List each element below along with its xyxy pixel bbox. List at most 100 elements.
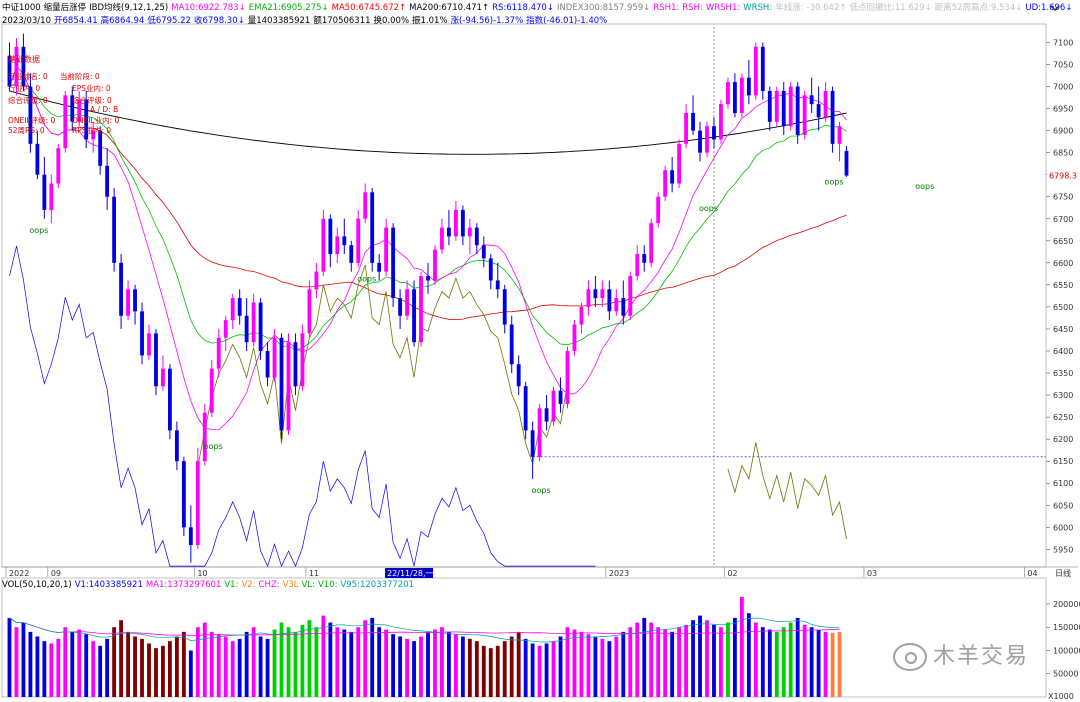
price-tick-label-14: 6650: [1053, 237, 1073, 246]
candle-body-24: [174, 430, 179, 462]
info-panel-line-5: 综合评级: 0: [72, 95, 112, 105]
candle-body-55: [391, 227, 396, 299]
volume-bar-55: [391, 634, 396, 697]
x-tick-label-3: 11: [309, 569, 319, 578]
vol-unit-label: X1000: [1048, 692, 1074, 701]
x-tick-label-6: 03: [867, 569, 877, 578]
volume-bar-111: [781, 627, 786, 697]
vol-value-3: V1:: [224, 580, 239, 590]
volume-bar-48: [342, 629, 347, 697]
price-tick-label-3: 6100: [1053, 479, 1073, 488]
price-tick-label-18: 6850: [1053, 149, 1073, 158]
volume-bar-72: [509, 636, 514, 697]
header-value-3: MA10:6922.783↓: [171, 3, 246, 13]
header-value-14: -30.642↑: [806, 3, 847, 13]
header-value-2: IBD均线(9,12,1,25): [89, 3, 169, 13]
candle-body-47: [335, 236, 340, 255]
candle-body-92: [649, 223, 654, 263]
candle-body-87: [614, 298, 619, 312]
candle-body-26: [188, 527, 193, 545]
header-value-6: MA200:6710.471↑: [409, 3, 490, 13]
volume-bar-26: [188, 650, 193, 697]
volume-bar-89: [628, 627, 633, 697]
volume-bar-45: [321, 615, 326, 697]
volume-bar-90: [635, 622, 640, 697]
candle-body-8: [63, 95, 68, 149]
candle-body-22: [161, 368, 165, 387]
vol-value-7: VL:: [301, 580, 315, 590]
volume-bar-116: [816, 629, 821, 697]
oops-label-0: oops: [29, 226, 48, 235]
volume-bar-16: [119, 620, 124, 697]
volume-bar-80: [565, 627, 570, 697]
vol-value-5: CHZ:: [258, 580, 280, 590]
index300-line: [197, 264, 847, 540]
vol-value-2: MA1:1373297601: [145, 580, 222, 590]
candle-body-77: [544, 408, 549, 422]
candle-body-31: [223, 320, 228, 338]
info-panel-title: 基础数据: [8, 54, 40, 64]
indicator-header-line2: 2023/03/10 开6854.41 高6864.94 低6795.22 收6798.…: [2, 14, 610, 26]
volume-bar-85: [600, 638, 605, 697]
price-tick-label-22: 7050: [1053, 60, 1073, 69]
volume-bar-59: [419, 636, 423, 697]
volume-bar-118: [830, 632, 835, 697]
vol-tick-label-1: 100000: [1053, 646, 1080, 655]
info-panel-line-7: ONEIL评级: 0: [8, 115, 56, 125]
volume-bar-47: [335, 627, 340, 697]
candle-body-37: [265, 351, 270, 378]
volume-bar-105: [739, 596, 744, 697]
candle-body-4: [35, 143, 40, 175]
candle-body-67: [474, 227, 479, 246]
chevron-down-icon[interactable]: [1050, 3, 1060, 13]
volume-bar-34: [244, 631, 249, 697]
price-tick-label-13: 6600: [1053, 259, 1073, 268]
candle-body-3: [28, 86, 33, 144]
candle-body-42: [300, 333, 305, 387]
candle-body-76: [537, 408, 542, 457]
volume-bar-93: [656, 627, 661, 697]
candle-body-112: [788, 86, 793, 127]
vol-value-8: V10:: [317, 580, 338, 590]
candle-body-108: [760, 46, 765, 91]
volume-bar-31: [223, 636, 228, 697]
volume-bar-41: [293, 631, 298, 697]
candle-body-61: [433, 249, 437, 281]
price-tick-label-1: 6000: [1053, 523, 1073, 532]
volume-bar-14: [105, 638, 110, 697]
volume-bar-87: [614, 636, 619, 697]
volume-bar-25: [181, 631, 186, 697]
price-tick-label-8: 6350: [1053, 369, 1073, 378]
header-value-13: 年线涨:: [775, 3, 804, 13]
volume-bar-2: [21, 622, 26, 697]
header-value-4: EMA21:6905.275↓: [248, 3, 329, 13]
candle-body-23: [167, 368, 172, 431]
oops-label-2: oops: [357, 275, 376, 284]
x-tick-label-7: 04: [1027, 569, 1037, 578]
volume-bar-117: [823, 631, 828, 697]
volume-bar-4: [35, 636, 40, 697]
candle-body-16: [119, 262, 124, 316]
cursor-date-label: 22/11/28,一: [387, 569, 433, 578]
volume-bar-94: [663, 629, 668, 697]
candle-body-103: [726, 82, 730, 105]
candle-body-49: [349, 245, 354, 263]
volume-bar-57: [405, 638, 409, 697]
info-panel-line-0: 行业排名: 0: [8, 71, 48, 81]
candle-body-6: [49, 183, 54, 210]
candle-body-100: [705, 126, 709, 153]
vol-value-0: VOL(50,10,20,1): [2, 580, 72, 590]
volume-bar-36: [258, 636, 263, 697]
volume-bar-67: [474, 641, 479, 697]
volume-bar-19: [140, 638, 144, 697]
candle-body-10: [77, 99, 82, 122]
candle-body-15: [112, 196, 117, 263]
candle-body-11: [84, 99, 89, 140]
candle-body-27: [195, 461, 200, 545]
volume-bar-0: [7, 617, 12, 697]
candle-body-51: [363, 192, 368, 219]
x-tick-label-5: 02: [727, 569, 737, 578]
info-panel-line-4: EPS业内: 0: [72, 83, 111, 93]
volume-bar-9: [70, 631, 75, 697]
